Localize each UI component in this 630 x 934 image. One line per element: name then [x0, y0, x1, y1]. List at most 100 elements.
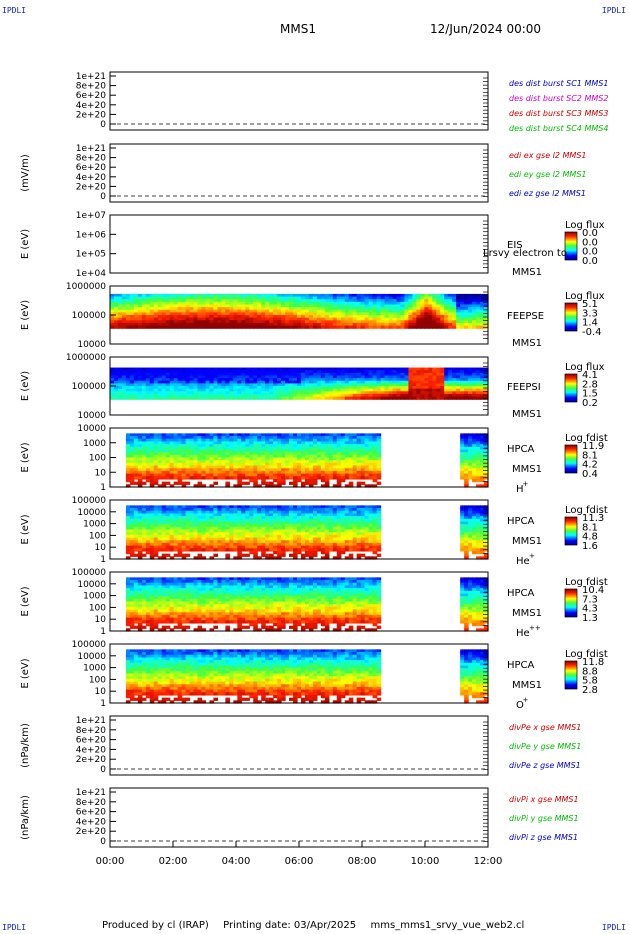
spectrogram-cell: [241, 312, 246, 316]
spectrogram-cell: [265, 325, 270, 329]
spectrogram-cell: [332, 304, 338, 308]
spectrogram-cell: [221, 446, 226, 451]
spectrogram-cell: [297, 452, 302, 456]
spectrogram-cell: [348, 521, 354, 525]
spectrogram-cell: [273, 388, 278, 392]
spectrogram-cell: [185, 518, 191, 523]
spectrogram-cell: [304, 296, 310, 300]
spectrogram-cell: [129, 550, 135, 555]
spectrogram-cell: [161, 548, 167, 552]
spectrogram-cell: [125, 473, 131, 477]
spectrogram-cell: [308, 534, 314, 539]
spectrogram-cell: [412, 396, 417, 400]
spectrogram-cell: [316, 526, 322, 531]
spectrogram-cell: [312, 391, 318, 395]
spectrogram-cell: [277, 383, 282, 387]
spectrogram-cell: [261, 325, 266, 329]
spectrogram-cell: [145, 529, 151, 533]
spectrogram-cell: [181, 449, 187, 453]
spectrogram-cell: [149, 433, 155, 437]
spectrogram-cell: [149, 312, 155, 316]
spectrogram-cell: [165, 372, 171, 377]
spectrogram-cell: [133, 452, 139, 456]
legend-entry: des dist burst SC3 MMS3: [509, 109, 608, 118]
spectrogram-cell: [213, 299, 219, 303]
spectrogram-cell: [157, 325, 163, 329]
spectrogram-cell: [428, 322, 433, 327]
spectrogram-cell: [300, 452, 306, 456]
spectrogram-cell: [197, 317, 203, 321]
spectrogram-cell: [189, 462, 195, 467]
spectrogram-cell: [169, 529, 175, 533]
spectrogram-cell: [217, 521, 223, 525]
spectrogram-cell: [340, 524, 346, 528]
spectrogram-cell: [400, 370, 406, 374]
spectrogram-cell: [304, 312, 310, 316]
spectrogram-cell: [400, 322, 406, 327]
spectrogram-cell: [428, 393, 433, 398]
spectrogram-cell: [324, 315, 330, 319]
y-tick-label: 2e+20: [76, 182, 107, 192]
spectrogram-cell: [336, 478, 342, 483]
spectrogram-cell: [277, 393, 282, 398]
spectrogram-cell: [137, 380, 143, 384]
spectrogram-cell: [217, 548, 223, 552]
spectrogram-cell: [416, 315, 421, 319]
spectrogram-cell: [221, 537, 226, 541]
spectrogram-cell: [360, 452, 366, 456]
spectrogram-cell: [340, 542, 346, 547]
spectrogram-cell: [197, 454, 203, 459]
spectrogram-cell: [273, 386, 278, 390]
spectrogram-cell: [249, 548, 254, 552]
spectrogram-cell: [281, 462, 286, 467]
spectrogram-cell: [404, 325, 410, 329]
spectrogram-cell: [468, 460, 473, 464]
spectrogram-cell: [181, 524, 187, 528]
spectrogram-cell: [217, 452, 223, 456]
spectrogram-cell: [368, 446, 374, 451]
spectrogram-cell: [388, 386, 394, 390]
spectrogram-cell: [193, 508, 199, 512]
spectrogram-cell: [312, 367, 318, 371]
spectrogram-cell: [161, 521, 167, 525]
spectrogram-cell: [161, 325, 167, 329]
spectrogram-cell: [308, 505, 314, 509]
spectrogram-cell: [460, 391, 465, 395]
spectrogram-cell: [340, 446, 346, 451]
spectrogram-cell: [181, 386, 187, 390]
spectrogram-cell: [225, 468, 230, 472]
spectrogram-cell: [472, 375, 477, 379]
spectrogram-cell: [412, 293, 417, 298]
spectrogram-cell: [265, 465, 270, 469]
spectrogram-cell: [336, 524, 342, 528]
spectrogram-cell: [265, 296, 270, 300]
spectrogram-cell: [137, 518, 143, 523]
spectrogram-cell: [161, 452, 167, 456]
spectrogram-cell: [360, 433, 366, 437]
spectrogram-cell: [281, 452, 286, 456]
spectrogram-cell: [201, 299, 207, 303]
spectrogram-cell: [213, 378, 219, 382]
spectrogram-cell: [269, 304, 274, 308]
spectrogram-cell: [360, 317, 366, 321]
spectrogram-cell: [297, 550, 302, 555]
spectrogram-cell: [177, 513, 183, 517]
spectrogram-cell: [440, 386, 445, 390]
spectrogram-cell: [257, 484, 262, 488]
spectrogram-cell: [368, 454, 374, 459]
spectrogram-cell: [348, 325, 354, 329]
spectrogram-cell: [257, 372, 262, 377]
spectrogram-cell: [344, 449, 350, 453]
spectrogram-cell: [221, 526, 226, 531]
spectrogram-cell: [125, 370, 131, 374]
spectrogram-cell: [193, 532, 199, 536]
spectrogram-cell: [141, 393, 147, 398]
spectrogram-cell: [352, 307, 358, 311]
spectrogram-cell: [265, 367, 270, 371]
spectrogram-cell: [233, 556, 238, 560]
spectrogram-cell: [241, 433, 246, 437]
spectrogram-cell: [165, 301, 171, 306]
spectrogram-cell: [360, 468, 366, 472]
spectrogram-cell: [197, 307, 203, 311]
spectrogram-cell: [476, 375, 481, 379]
